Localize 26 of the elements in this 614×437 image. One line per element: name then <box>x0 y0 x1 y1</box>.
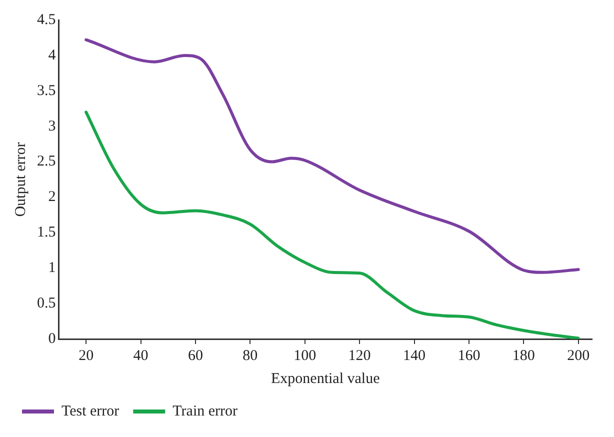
x-axis-title: Exponential value <box>271 370 380 387</box>
y-tick-label: 1 <box>48 260 56 276</box>
y-tick-label: 3 <box>48 118 56 134</box>
x-tick-label: 120 <box>348 348 371 364</box>
x-tick-label: 180 <box>512 348 535 364</box>
y-axis-title: Output error <box>12 142 29 217</box>
y-tick-label: 0.5 <box>37 295 56 312</box>
y-tick-label: 4 <box>48 47 56 64</box>
y-tick-label: 4.5 <box>37 12 56 28</box>
x-tick-label: 100 <box>294 348 316 364</box>
x-tick-label: 160 <box>458 348 480 364</box>
x-tick-label: 40 <box>133 348 148 364</box>
x-tick-label: 200 <box>567 348 590 364</box>
x-tick-label: 60 <box>188 348 203 364</box>
y-tick-label: 2 <box>48 189 56 206</box>
y-tick-label: 2.5 <box>37 154 56 170</box>
y-tick-label: 3.5 <box>37 82 56 99</box>
y-tick-label: 0 <box>48 330 56 347</box>
y-tick-label: 1.5 <box>37 224 56 241</box>
x-tick-label: 80 <box>242 348 258 364</box>
line-series <box>84 110 580 339</box>
x-tick-label: 140 <box>403 348 426 364</box>
legend-label: Test error <box>62 403 120 420</box>
x-tick-label: 20 <box>78 348 94 364</box>
legend-label: Train error <box>172 403 238 420</box>
line-series <box>84 38 580 274</box>
